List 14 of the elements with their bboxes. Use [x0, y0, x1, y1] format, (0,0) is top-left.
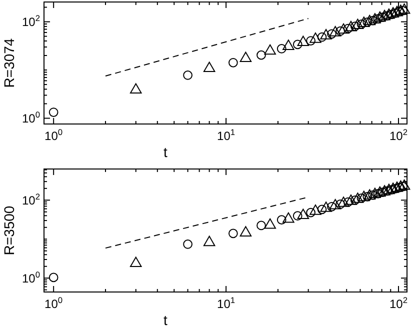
y-axis-title: R=3074: [1, 38, 17, 88]
x-axis-title: t: [164, 312, 168, 328]
y-tick-label: 10$^{0}$: [22, 109, 40, 126]
x-tick-label: 10$^{0}$: [44, 127, 63, 143]
x-axis-title: t: [164, 144, 168, 160]
x-tick-label: 10$^{1}$: [217, 127, 236, 143]
y-tick-label: 10$^{2}$: [22, 191, 40, 208]
y-tick-label: 10$^{0}$: [22, 269, 40, 286]
x-tick-label: 10$^{0}$: [44, 295, 63, 311]
x-tick-label: 10$^{2}$: [389, 295, 408, 311]
x-tick-label: 10$^{1}$: [217, 295, 236, 311]
y-tick-label: 10$^{2}$: [22, 12, 40, 29]
y-axis-title: R=3500: [1, 206, 17, 256]
x-tick-label: 10$^{2}$: [389, 127, 408, 143]
